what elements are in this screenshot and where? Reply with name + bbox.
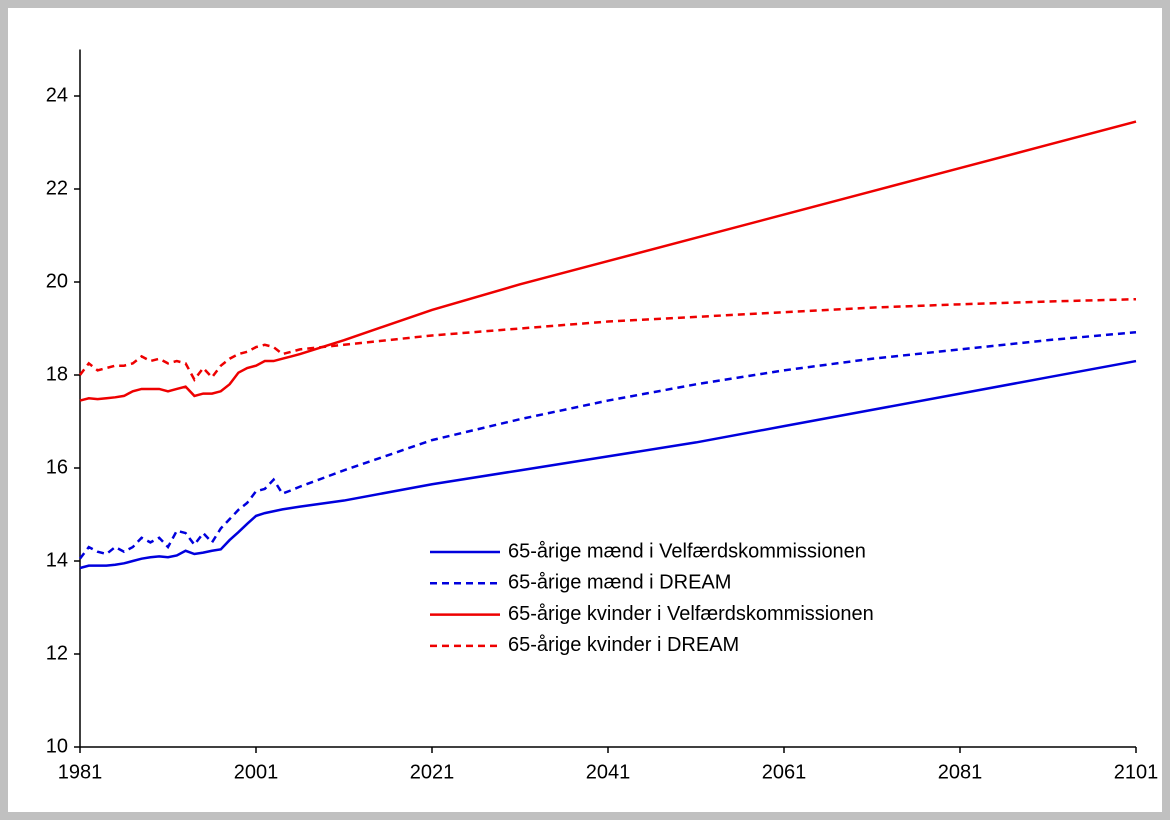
x-tick-label: 2081 — [938, 761, 983, 783]
legend-label: 65-årige mænd i Velfærdskommissionen — [508, 540, 866, 562]
x-tick-label: 2021 — [410, 761, 455, 783]
y-tick-label: 22 — [46, 177, 68, 199]
y-tick-label: 14 — [46, 549, 68, 571]
x-tick-label: 2101 — [1114, 761, 1159, 783]
series-line — [79, 359, 1137, 570]
x-tick-label: 2001 — [234, 761, 279, 783]
y-tick-label: 16 — [46, 456, 68, 478]
chart-background — [8, 8, 1162, 812]
y-tick-label: 18 — [46, 363, 68, 385]
y-tick-label: 24 — [46, 84, 68, 106]
series-line — [79, 330, 1137, 560]
series-line — [79, 120, 1137, 402]
series-line — [79, 297, 1137, 382]
x-tick-label: 2061 — [762, 761, 807, 783]
x-tick-label: 1981 — [58, 761, 103, 783]
y-tick-label: 12 — [46, 642, 68, 664]
y-tick-label: 10 — [46, 735, 68, 757]
legend-label: 65-årige mænd i DREAM — [508, 572, 731, 594]
y-tick-label: 20 — [46, 270, 68, 292]
x-tick-label: 2041 — [586, 761, 631, 783]
legend-label: 65-årige kvinder i DREAM — [508, 634, 739, 656]
legend-label: 65-årige kvinder i Velfærdskommissionen — [508, 603, 874, 625]
